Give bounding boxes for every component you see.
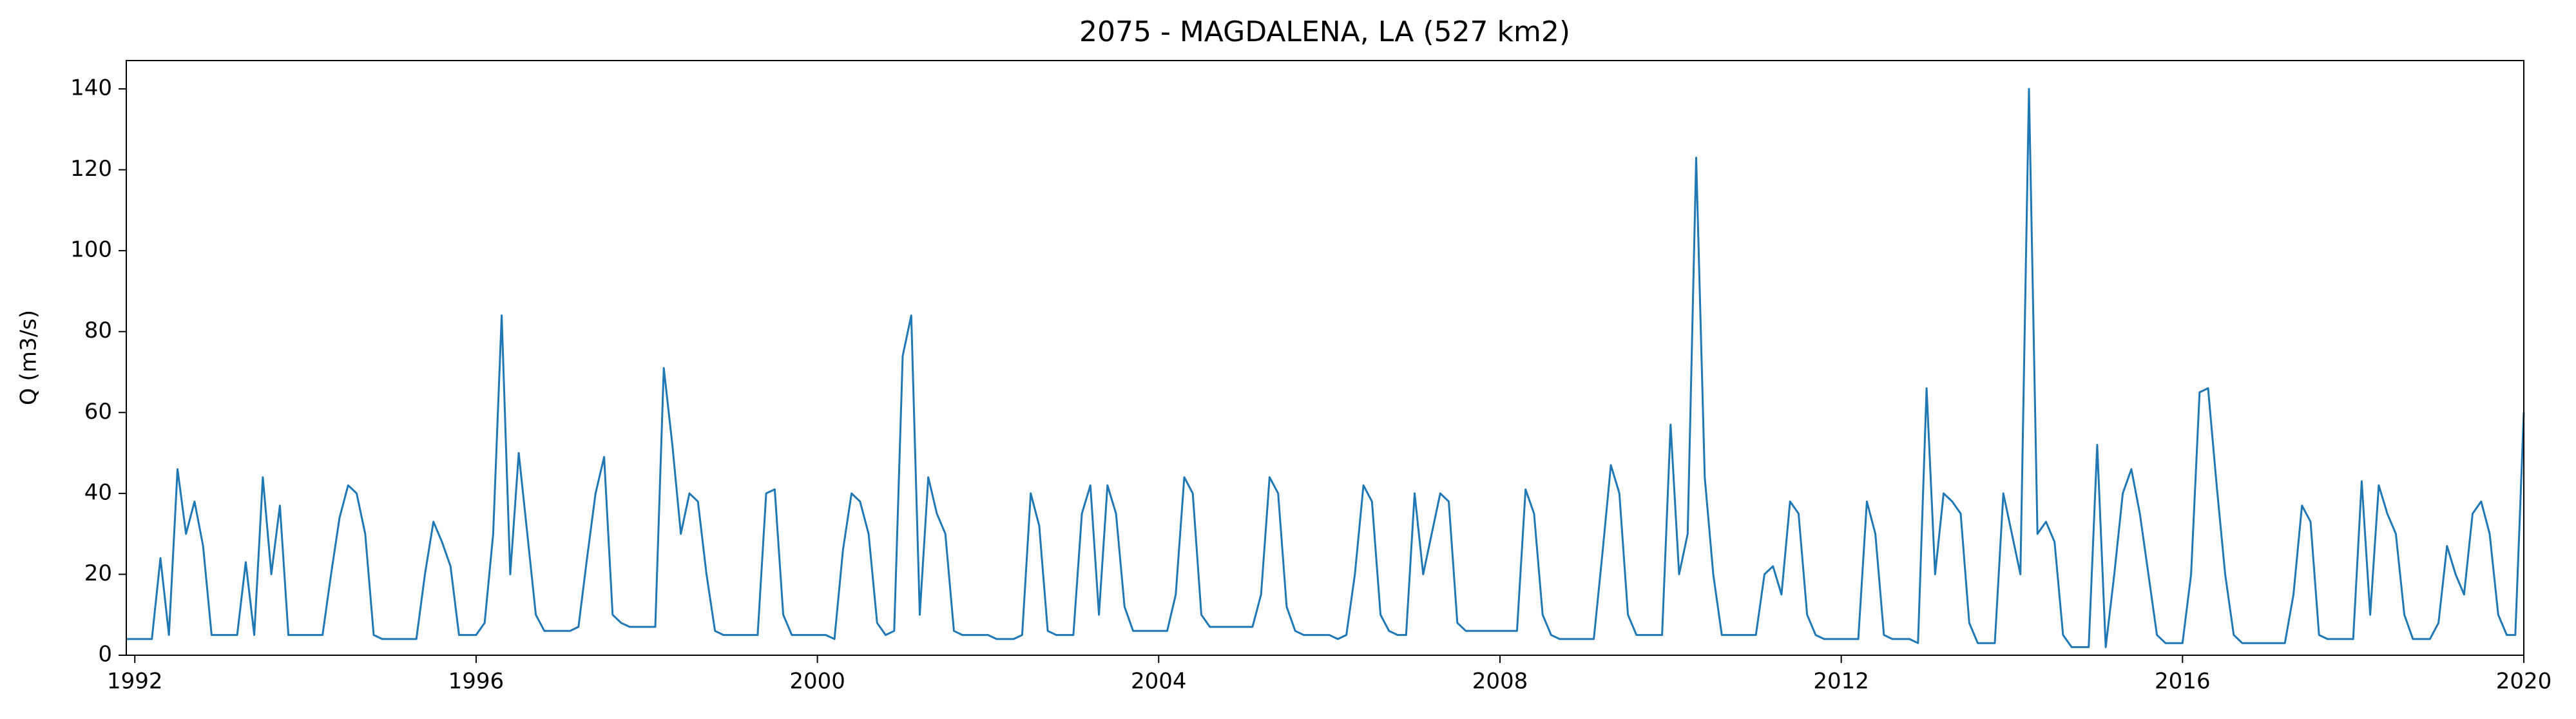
y-tick-label: 80 — [84, 318, 112, 343]
y-tick-label: 140 — [70, 75, 112, 101]
chart-title: 2075 - MAGDALENA, LA (527 km2) — [1079, 15, 1570, 48]
x-tick-label: 2012 — [1813, 669, 1869, 695]
y-tick-label: 120 — [70, 156, 112, 182]
x-tick-label: 1992 — [107, 669, 163, 695]
x-tick-label: 1996 — [448, 669, 505, 695]
y-tick-label: 100 — [70, 237, 112, 263]
x-tick-label: 2004 — [1131, 669, 1187, 695]
x-tick-label: 2016 — [2155, 669, 2211, 695]
y-tick-label: 0 — [98, 642, 112, 667]
x-tick-label: 2020 — [2496, 669, 2552, 695]
y-axis-label: Q (m3/s) — [16, 310, 42, 405]
y-tick-label: 60 — [84, 399, 112, 425]
x-tick-label: 2000 — [789, 669, 845, 695]
x-tick-label: 2008 — [1472, 669, 1528, 695]
line-series — [126, 88, 2525, 648]
y-tick-label: 40 — [84, 479, 112, 505]
plot-frame — [126, 60, 2524, 656]
y-tick-label: 20 — [84, 561, 112, 586]
